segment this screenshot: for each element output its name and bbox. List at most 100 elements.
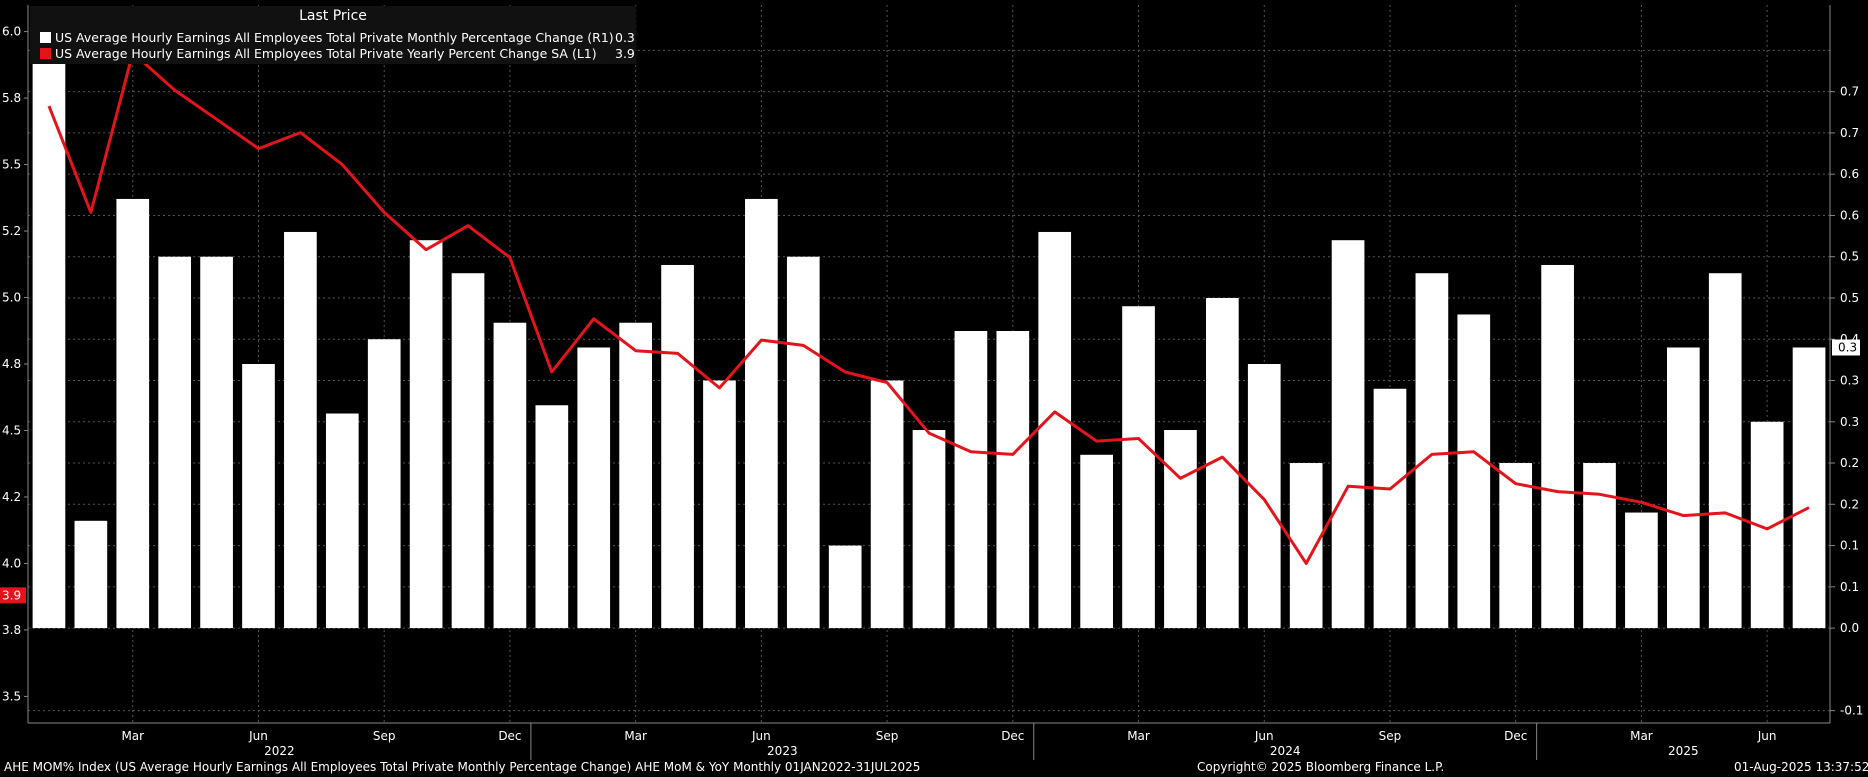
bar — [619, 322, 652, 629]
chart-legend: Last Price US Average Hourly Earnings Al… — [30, 6, 636, 64]
bar — [1666, 347, 1700, 629]
x-tick-label: Jun — [1757, 729, 1777, 743]
bar — [116, 198, 150, 629]
legend-value: 0.3 — [615, 30, 635, 45]
right-tick-label: 0.3 — [1840, 415, 1859, 429]
right-last-value-badge — [1832, 339, 1860, 356]
x-year-label: 2024 — [1270, 744, 1301, 758]
left-tick-label: 5.8 — [2, 91, 21, 105]
legend-item-yearly: US Average Hourly Earnings All Employees… — [40, 46, 635, 61]
x-tick-label: Dec — [1001, 729, 1024, 743]
bar — [1415, 273, 1449, 629]
right-tick-label: 0.7 — [1840, 85, 1859, 99]
right-tick-label: 0.6 — [1840, 208, 1859, 222]
bar — [1499, 463, 1533, 629]
bar — [1373, 388, 1407, 629]
right-tick-label: 0.2 — [1840, 497, 1859, 511]
bar — [74, 520, 108, 629]
x-tick-label: Mar — [1127, 729, 1150, 743]
footer-timestamp: 01-Aug-2025 13:37:52 — [1734, 760, 1868, 774]
bar — [1457, 314, 1491, 629]
footer-copyright: Copyright© 2025 Bloomberg Finance L.P. — [1197, 760, 1445, 774]
left-last-value-label: 3.9 — [2, 588, 21, 602]
right-tick-label: 0.7 — [1840, 126, 1859, 140]
bar — [577, 347, 611, 629]
bar — [1080, 454, 1113, 629]
x-year-label: 2022 — [264, 744, 295, 758]
right-tick-label: 0.3 — [1840, 374, 1859, 388]
bar — [1164, 430, 1197, 629]
x-year-label: 2025 — [1668, 744, 1699, 758]
bar — [1625, 512, 1658, 629]
x-tick-label: Jun — [248, 729, 268, 743]
right-tick-label: 0.1 — [1840, 539, 1859, 553]
x-tick-label: Mar — [1630, 729, 1653, 743]
bar — [493, 322, 527, 629]
legend-value: 3.9 — [615, 46, 635, 61]
legend-header: Last Price — [299, 8, 367, 24]
bar — [870, 380, 904, 629]
x-tick-label: Jun — [1254, 729, 1274, 743]
bar — [912, 430, 946, 629]
bar — [535, 405, 569, 629]
bar — [158, 256, 192, 629]
bar — [451, 273, 485, 629]
bar — [1122, 306, 1155, 629]
bar — [1583, 463, 1616, 629]
bar — [367, 339, 401, 629]
right-tick-label: 0.5 — [1840, 291, 1859, 305]
bar — [242, 364, 275, 629]
bar — [1331, 240, 1365, 629]
bar — [1541, 264, 1574, 629]
x-tick-label: Dec — [1504, 729, 1527, 743]
left-tick-label: 5.2 — [2, 224, 21, 238]
left-tick-label: 4.5 — [2, 423, 21, 437]
bar — [786, 256, 820, 629]
left-tick-label: 3.5 — [2, 689, 21, 703]
bar — [409, 240, 443, 629]
right-tick-label: 0.5 — [1840, 250, 1859, 264]
bar — [32, 50, 66, 629]
x-tick-label: Sep — [1379, 729, 1402, 743]
bar — [325, 413, 359, 629]
bar — [745, 198, 778, 629]
left-tick-label: 3.8 — [2, 623, 21, 637]
footer-description: AHE MOM% Index (US Average Hourly Earnin… — [4, 760, 921, 774]
bar — [1708, 273, 1742, 629]
left-tick-label: 4.8 — [2, 357, 21, 371]
yoy-line — [47, 51, 1810, 565]
bar — [703, 380, 736, 629]
bar — [1792, 347, 1826, 629]
right-tick-label: 0.1 — [1840, 580, 1859, 594]
x-tick-label: Sep — [373, 729, 396, 743]
right-tick-label: 0.0 — [1840, 621, 1859, 635]
legend-item-monthly: US Average Hourly Earnings All Employees… — [40, 30, 635, 45]
left-tick-label: 5.5 — [2, 158, 21, 172]
bar — [284, 231, 317, 629]
left-tick-label: 4.2 — [2, 490, 21, 504]
legend-label: US Average Hourly Earnings All Employees… — [55, 46, 597, 61]
bar — [996, 330, 1030, 629]
right-tick-label: 0.6 — [1840, 167, 1859, 181]
x-tick-label: Mar — [121, 729, 144, 743]
legend-swatch-red — [40, 48, 51, 59]
bar — [954, 330, 988, 629]
legend-label: US Average Hourly Earnings All Employees… — [55, 30, 614, 45]
right-tick-label: 0.2 — [1840, 456, 1859, 470]
x-tick-label: Sep — [876, 729, 899, 743]
x-tick-label: Jun — [751, 729, 771, 743]
x-tick-label: Mar — [624, 729, 647, 743]
left-tick-label: 5.0 — [2, 291, 21, 305]
bar — [1247, 364, 1281, 629]
left-last-value-badge — [0, 587, 26, 604]
bar — [200, 256, 233, 629]
bar — [661, 264, 694, 629]
x-tick-label: Dec — [498, 729, 521, 743]
left-tick-label: 4.0 — [2, 556, 21, 570]
bar — [1038, 231, 1072, 629]
right-last-value-label: 0.3 — [1838, 340, 1857, 354]
legend-swatch-white — [40, 32, 51, 43]
x-year-label: 2023 — [767, 744, 798, 758]
left-tick-label: 6.0 — [2, 25, 21, 39]
